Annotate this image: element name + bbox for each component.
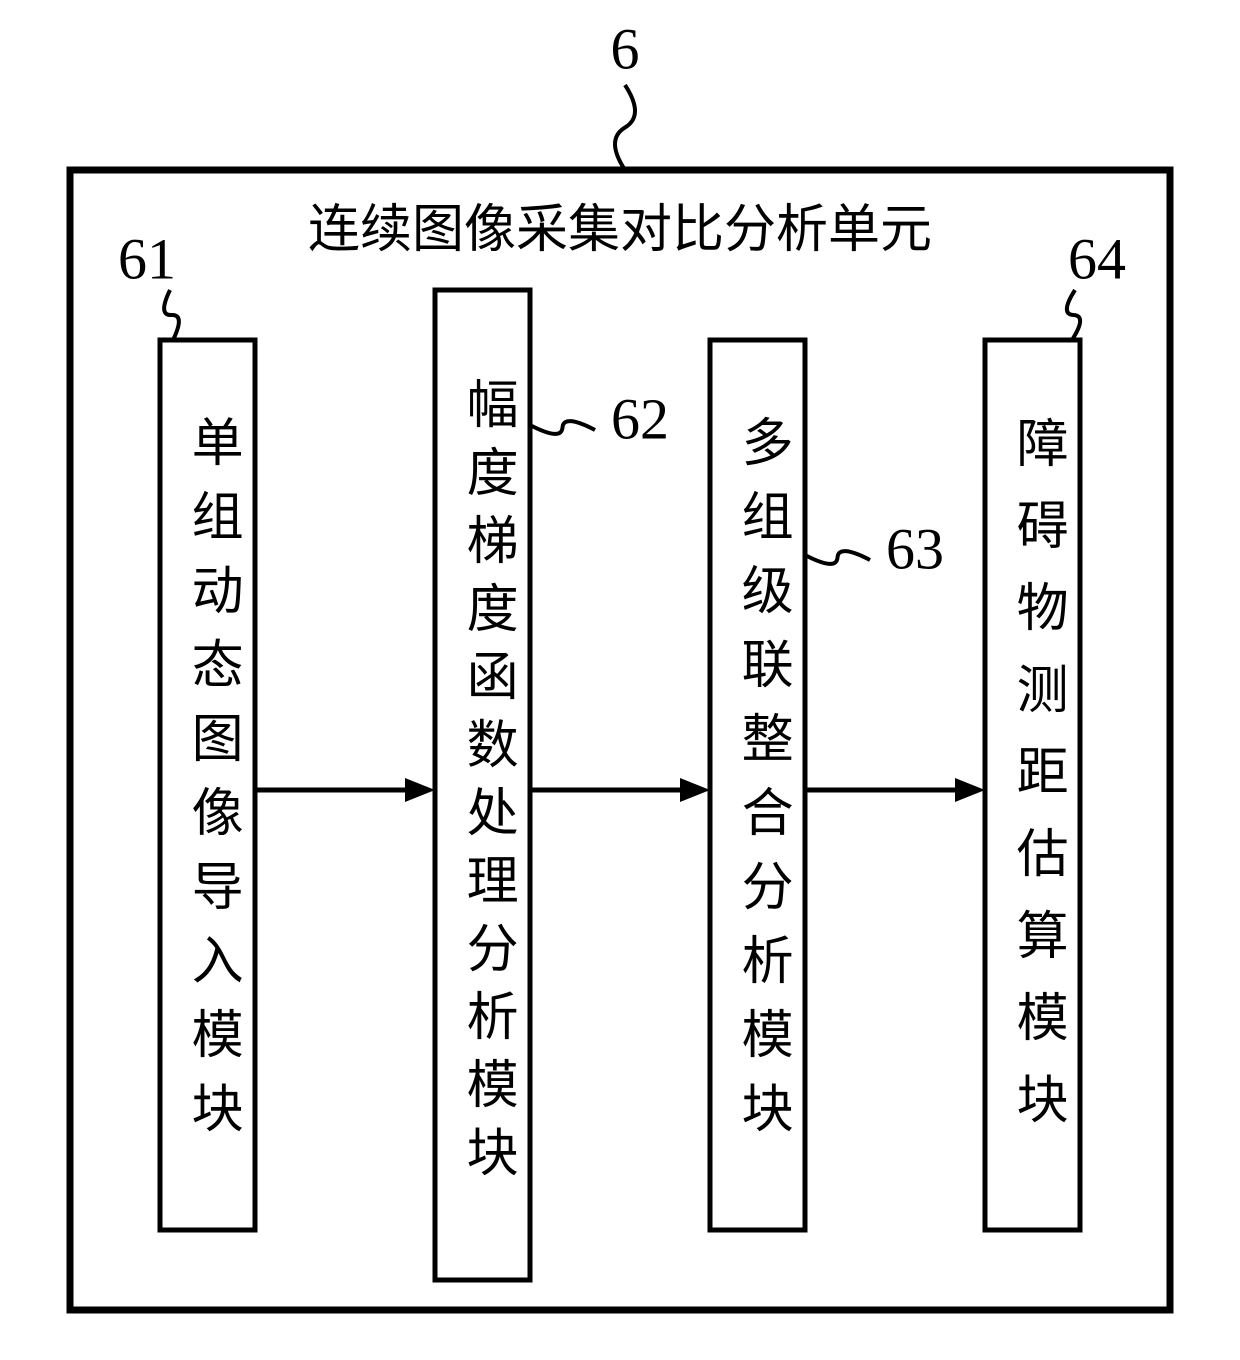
module-number-61: 61 bbox=[118, 226, 176, 291]
leader-line-62 bbox=[530, 421, 595, 434]
arrow-head-2 bbox=[955, 778, 985, 802]
outer-number: 6 bbox=[611, 16, 640, 81]
leader-line-64 bbox=[1067, 290, 1080, 340]
arrow-head-1 bbox=[680, 778, 710, 802]
module-label-63: 多组级联整合分析模块 bbox=[733, 415, 792, 1155]
leader-line-6 bbox=[615, 85, 635, 170]
module-number-64: 64 bbox=[1068, 226, 1126, 291]
module-number-63: 63 bbox=[886, 516, 944, 581]
module-label-64: 障碍物测距估算模块 bbox=[1008, 416, 1068, 1154]
leader-line-61 bbox=[164, 290, 179, 340]
diagram-title: 连续图像采集对比分析单元 bbox=[308, 202, 932, 259]
leader-line-63 bbox=[805, 551, 870, 564]
arrow-head-0 bbox=[405, 778, 435, 802]
module-label-61: 单组动态图像导入模块 bbox=[183, 415, 242, 1155]
module-number-62: 62 bbox=[611, 386, 669, 451]
module-label-62: 幅度梯度函数处理分析模块 bbox=[458, 377, 517, 1193]
